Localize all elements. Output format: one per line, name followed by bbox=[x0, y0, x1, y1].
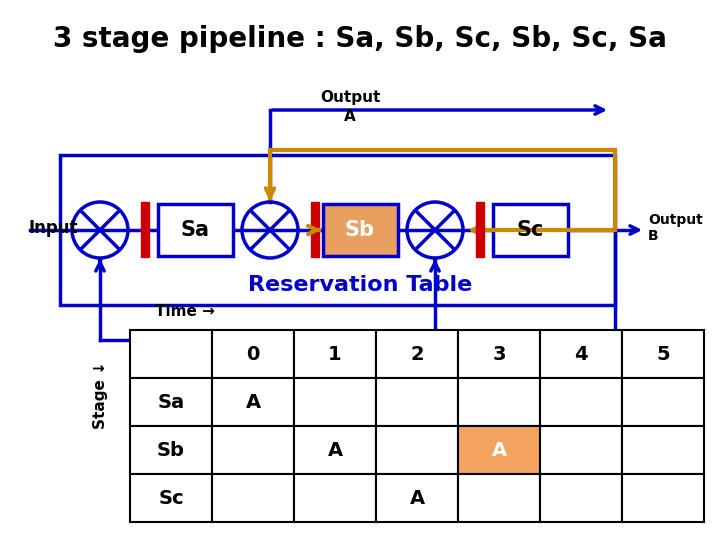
Bar bbox=[458, 474, 540, 522]
Bar bbox=[376, 378, 458, 426]
Text: A: A bbox=[344, 109, 356, 124]
Text: Stage ↓: Stage ↓ bbox=[92, 361, 107, 429]
Bar bbox=[130, 330, 212, 378]
Text: Sc: Sc bbox=[516, 220, 544, 240]
Text: 5: 5 bbox=[656, 345, 670, 363]
Bar bbox=[130, 426, 212, 474]
Text: Sc: Sc bbox=[158, 489, 184, 508]
Bar bbox=[212, 378, 294, 426]
Bar bbox=[294, 426, 376, 474]
Bar bbox=[323, 204, 398, 256]
Bar bbox=[458, 330, 540, 378]
Text: 2: 2 bbox=[410, 345, 424, 363]
Text: A: A bbox=[492, 441, 507, 460]
Text: 0: 0 bbox=[246, 345, 260, 363]
Text: 3: 3 bbox=[492, 345, 505, 363]
Bar bbox=[294, 474, 376, 522]
Text: 3 stage pipeline : Sa, Sb, Sc, Sb, Sc, Sa: 3 stage pipeline : Sa, Sb, Sc, Sb, Sc, S… bbox=[53, 25, 667, 53]
Bar bbox=[311, 202, 319, 257]
Bar bbox=[458, 426, 540, 474]
Bar bbox=[294, 330, 376, 378]
Text: A: A bbox=[246, 393, 261, 411]
Bar bbox=[540, 330, 622, 378]
Bar bbox=[60, 155, 615, 305]
Bar bbox=[212, 474, 294, 522]
Text: Input: Input bbox=[28, 219, 78, 237]
Text: Reservation Table: Reservation Table bbox=[248, 275, 472, 295]
Text: A: A bbox=[328, 441, 343, 460]
Text: Sa: Sa bbox=[158, 393, 184, 411]
Bar bbox=[622, 426, 704, 474]
Bar bbox=[294, 378, 376, 426]
Text: Output: Output bbox=[320, 90, 380, 105]
Bar bbox=[476, 202, 484, 257]
Bar bbox=[622, 474, 704, 522]
Bar bbox=[540, 426, 622, 474]
Bar bbox=[376, 426, 458, 474]
Bar bbox=[212, 330, 294, 378]
Bar bbox=[130, 474, 212, 522]
Text: Sb: Sb bbox=[345, 220, 375, 240]
Bar bbox=[376, 330, 458, 378]
Text: Sa: Sa bbox=[181, 220, 210, 240]
Text: Sb: Sb bbox=[157, 441, 185, 460]
Text: Output
B: Output B bbox=[648, 213, 703, 243]
Bar bbox=[622, 330, 704, 378]
Text: 4: 4 bbox=[574, 345, 588, 363]
Bar bbox=[540, 378, 622, 426]
Bar bbox=[540, 474, 622, 522]
Bar bbox=[158, 204, 233, 256]
Text: 1: 1 bbox=[328, 345, 342, 363]
Text: Time →: Time → bbox=[155, 305, 215, 320]
Bar bbox=[130, 378, 212, 426]
Bar bbox=[212, 426, 294, 474]
Bar bbox=[141, 202, 149, 257]
Bar bbox=[622, 378, 704, 426]
Bar bbox=[493, 204, 568, 256]
Bar bbox=[458, 378, 540, 426]
Bar bbox=[376, 474, 458, 522]
Text: A: A bbox=[410, 489, 425, 508]
